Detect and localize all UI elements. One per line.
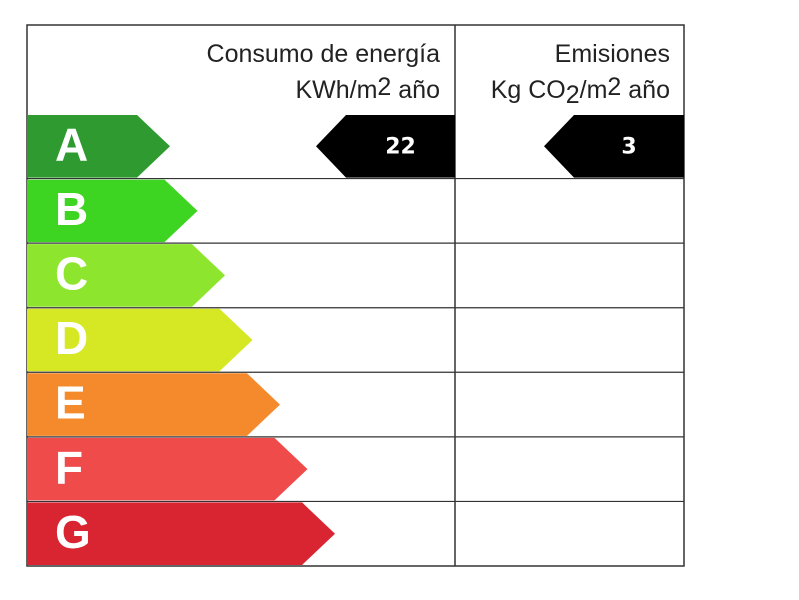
rating-arrow	[27, 308, 253, 372]
rating-letter: C	[55, 248, 88, 300]
unit-sup: 2	[607, 73, 621, 101]
rating-letter: G	[55, 506, 91, 558]
rating-letter: D	[55, 312, 88, 364]
rating-letter: F	[55, 441, 83, 493]
unit-sup: 2	[377, 73, 391, 101]
unit-part: año	[621, 76, 670, 104]
indicator-value: 3	[621, 134, 636, 159]
emissions-title: Emisiones	[555, 40, 670, 68]
indicator-arrow	[316, 115, 455, 178]
rating-arrow	[27, 115, 170, 178]
consumption-unit: KWh/m2 año	[295, 73, 440, 104]
emissions-unit: Kg CO2/m2 año	[491, 73, 670, 109]
rating-letter: E	[55, 377, 86, 429]
unit-part: KWh/m	[295, 76, 377, 104]
consumption-title: Consumo de energía	[207, 40, 441, 68]
rating-arrow	[27, 244, 225, 307]
unit-part: Kg CO	[491, 76, 566, 104]
indicator-value: 22	[385, 134, 416, 159]
rating-letter: A	[55, 118, 88, 170]
rating-arrow	[27, 437, 308, 501]
rating-arrow	[27, 502, 335, 565]
unit-sub: 2	[566, 81, 580, 109]
indicator-arrow	[544, 115, 684, 178]
rating-arrow	[27, 179, 198, 243]
unit-part: /m	[580, 76, 608, 104]
unit-part: año	[391, 76, 440, 104]
rating-letter: B	[55, 183, 88, 235]
rating-arrow	[27, 373, 280, 436]
